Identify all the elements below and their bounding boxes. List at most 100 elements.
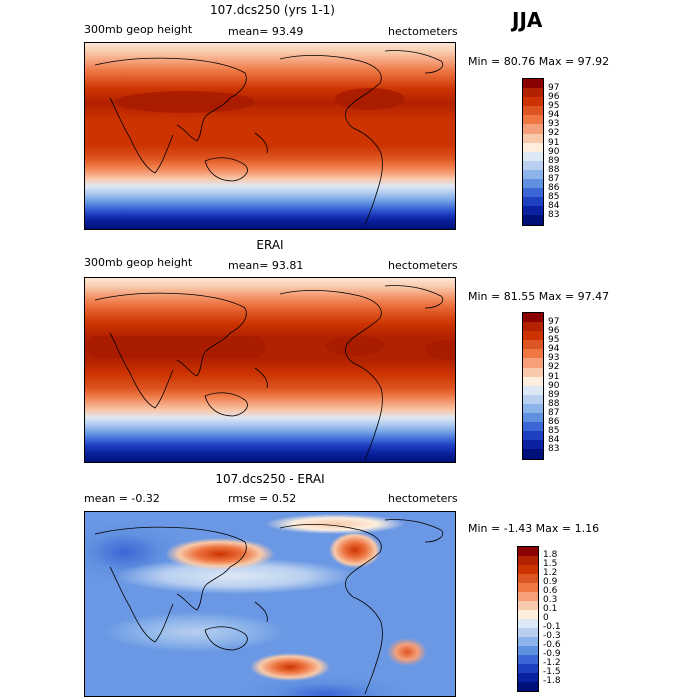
panel-2-colorbar (522, 312, 544, 460)
panel-3-map (84, 511, 456, 697)
panel-1-colorbar-tick: 89 (548, 156, 560, 166)
panel-1-colorbar-tick: 88 (548, 165, 560, 175)
panel-3-colorbar-tick: 1.5 (543, 559, 558, 569)
panel-1-colorbar-tick: 96 (548, 92, 560, 102)
panel-2-colorbar-tick: 96 (548, 326, 560, 336)
panel-3-colorbar-bin-8 (518, 619, 538, 628)
panel-1-colorbar-tick: 93 (548, 119, 560, 129)
panel-2-colorbar-bin-8 (523, 385, 543, 395)
panel-2-colorbar-bin-5 (523, 358, 543, 368)
panel-3-colorbar-tick: -0.9 (543, 649, 561, 659)
panel-1-colorbar-bin-8 (523, 151, 543, 161)
panel-1-colorbar-bin-5 (523, 124, 543, 134)
panel-3-colorbar-bin-14 (518, 673, 538, 682)
panel-1-title: 107.dcs250 (yrs 1-1) (210, 3, 335, 17)
panel-1-colorbar-tick: 92 (548, 128, 560, 138)
panel-3-blob (85, 512, 455, 696)
panel-2-colorbar-bin-4 (523, 349, 543, 359)
panel-2-mean-label: mean= 93.81 (228, 259, 304, 272)
panel-3-title: 107.dcs250 - ERAI (215, 472, 325, 486)
panel-1-colorbar-tick: 83 (548, 210, 560, 220)
panel-2-colorbar-tick: 88 (548, 399, 560, 409)
panel-1-colorbar-tick: 87 (548, 174, 560, 184)
panel-1-colorbar-bin-11 (523, 179, 543, 189)
panel-1-units-label: hectometers (388, 25, 458, 38)
panel-3-colorbar-tick: 0.3 (543, 595, 558, 605)
panel-3-colorbar-bin-1 (518, 556, 538, 565)
panel-2-colorbar-tick: 90 (548, 381, 560, 391)
panel-1-colorbar-bin-0 (523, 79, 543, 89)
panel-2-colorbar-bin-13 (523, 431, 543, 441)
panel-2-colorbar-bin-14 (523, 440, 543, 450)
panel-2-coastlines (94, 285, 444, 461)
panel-1-mean-label: mean= 93.49 (228, 25, 304, 38)
panel-3-colorbar-bin-12 (518, 655, 538, 664)
panel-3-colorbar-bin-2 (518, 565, 538, 574)
panel-1-colorbar-tick: 84 (548, 201, 560, 211)
panel-3-rmse-label: rmse = 0.52 (228, 492, 297, 505)
panel-2-left-label: 300mb geop height (84, 256, 193, 269)
panel-1-colorbar-bin-4 (523, 115, 543, 125)
panel-3-colorbar-bin-0 (518, 547, 538, 556)
panel-2-colorbar-bin-1 (523, 322, 543, 332)
panel-3-minmax: Min = -1.43 Max = 1.16 (468, 522, 600, 535)
panel-3-colorbar-bin-13 (518, 664, 538, 673)
panel-2-colorbar-bin-10 (523, 403, 543, 414)
panel-3-colorbar-tick: 0.6 (543, 586, 558, 596)
panel-2-colorbar-tick: 95 (548, 335, 560, 345)
panel-2-colorbar-tick: 92 (548, 362, 560, 372)
panel-1-colorbar-bin-6 (523, 133, 543, 143)
panel-2-minmax: Min = 81.55 Max = 97.47 (468, 290, 610, 303)
panel-1-left-label: 300mb geop height (84, 23, 193, 36)
panel-3-coastlines (94, 519, 444, 695)
panel-2-colorbar-bin-0 (523, 313, 543, 323)
panel-1-colorbar-bin-13 (523, 197, 543, 207)
panel-3-colorbar-tick: -1.2 (543, 658, 561, 668)
panel-3-colorbar-bin-9 (518, 628, 538, 637)
panel-2-colorbar-tick: 97 (548, 317, 560, 327)
panel-2-high-band-3 (425, 340, 455, 360)
panel-2-colorbar-tick: 87 (548, 408, 560, 418)
panel-3-mean-label: mean = -0.32 (84, 492, 160, 505)
panel-2-colorbar-tick: 84 (548, 435, 560, 445)
panel-3-colorbar-tick: -0.6 (543, 640, 561, 650)
season-label: JJA (512, 8, 543, 32)
panel-1-coastlines (94, 50, 444, 226)
panel-3-colorbar-bin-3 (518, 574, 538, 583)
panel-1-colorbar-tick: 97 (548, 83, 560, 93)
panel-2-colorbar-tick: 91 (548, 372, 560, 382)
panel-2-title: ERAI (256, 238, 284, 252)
panel-3-colorbar-tick: 0.9 (543, 577, 558, 587)
panel-2-colorbar-bin-9 (523, 394, 543, 404)
panel-1-map (84, 42, 456, 230)
panel-2-colorbar-tick: 86 (548, 417, 560, 427)
panel-1-colorbar (522, 78, 544, 226)
panel-1-colorbar-bin-14 (523, 206, 543, 216)
panel-1-colorbar-bin-12 (523, 188, 543, 198)
panel-3-colorbar-bin-7 (518, 610, 538, 619)
panel-2-colorbar-bin-6 (523, 367, 543, 377)
panel-1-colorbar-bin-7 (523, 142, 543, 152)
panel-3-colorbar-tick: -1.8 (543, 676, 561, 686)
panel-3-colorbar-bin-5 (518, 592, 538, 601)
panel-2-colorbar-tick: 93 (548, 353, 560, 363)
panel-1-colorbar-tick: 91 (548, 138, 560, 148)
panel-1-colorbar-bin-3 (523, 106, 543, 116)
panel-3-colorbar-bin-15 (518, 682, 538, 691)
panel-2-colorbar-tick: 83 (548, 444, 560, 454)
panel-3-colorbar-tick: 1.2 (543, 568, 558, 578)
panel-1-colorbar-tick: 95 (548, 101, 560, 111)
panel-2-colorbar-tick: 89 (548, 390, 560, 400)
panel-2-colorbar-bin-12 (523, 422, 543, 432)
panel-3-colorbar-tick: -0.1 (543, 622, 561, 632)
panel-2-colorbar-bin-3 (523, 340, 543, 350)
panel-3-colorbar-tick: -0.3 (543, 631, 561, 641)
panel-2-units-label: hectometers (388, 259, 458, 272)
panel-1-colorbar-bin-2 (523, 97, 543, 107)
panel-1-colorbar-tick: 90 (548, 147, 560, 157)
panel-3-colorbar-tick: 0 (543, 613, 549, 623)
panel-1-colorbar-bin-1 (523, 88, 543, 98)
panel-3-units-label: hectometers (388, 492, 458, 505)
panel-1-high-center (115, 91, 255, 113)
panel-2-high-band-2 (325, 336, 385, 356)
